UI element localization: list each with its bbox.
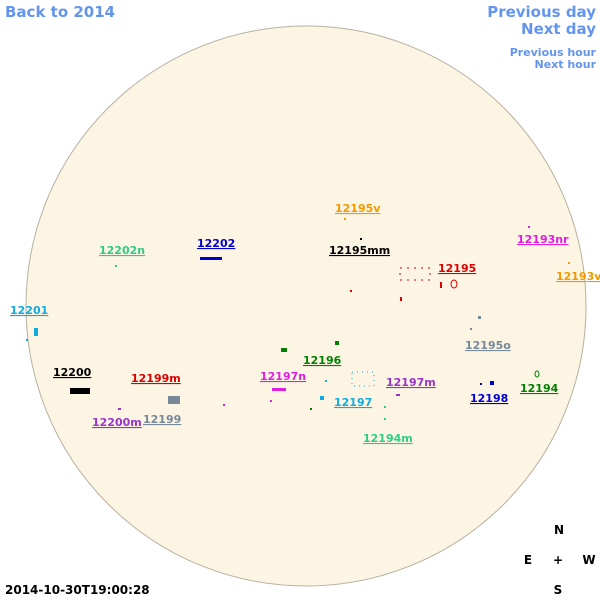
region-label[interactable]: 12195o <box>465 339 511 352</box>
region-label[interactable]: 12202 <box>197 237 235 250</box>
region-label[interactable]: 12197 <box>334 396 372 409</box>
region-label[interactable]: 12194m <box>363 432 413 445</box>
solar-disk <box>25 25 587 587</box>
compass-n: N <box>554 523 564 537</box>
sunspots <box>26 218 570 420</box>
compass-w: W <box>582 553 595 567</box>
region-label[interactable]: 12199 <box>143 413 181 426</box>
region-label[interactable]: 12200 <box>53 366 92 379</box>
previous-hour-link[interactable]: Previous hour <box>510 46 597 59</box>
region-label[interactable]: 12202n <box>99 244 145 257</box>
region-label[interactable]: 12193v <box>556 270 600 283</box>
region-label[interactable]: 12200m <box>92 416 142 429</box>
region-label[interactable]: 12199m <box>131 372 181 385</box>
timestamp: 2014-10-30T19:00:28 <box>5 583 150 597</box>
region-label[interactable]: 12195v <box>335 202 381 215</box>
next-hour-link[interactable]: Next hour <box>535 58 597 71</box>
region-label[interactable]: 12195 <box>438 262 476 275</box>
compass-s: S <box>554 583 563 597</box>
region-label[interactable]: 12197m <box>386 376 436 389</box>
region-label[interactable]: 12196 <box>303 354 342 367</box>
next-day-link[interactable]: Next day <box>521 20 596 38</box>
region-label[interactable]: 12198 <box>470 392 508 405</box>
previous-day-link[interactable]: Previous day <box>487 3 596 21</box>
region-label[interactable]: 12197n <box>260 370 306 383</box>
region-label[interactable]: 12201 <box>10 304 48 317</box>
region-label[interactable]: 12195mm <box>329 244 390 257</box>
region-label[interactable]: 12193nr <box>517 233 569 246</box>
region-label[interactable]: 12194 <box>520 382 559 395</box>
compass-center: + <box>553 553 563 567</box>
compass-e: E <box>524 553 532 567</box>
back-link[interactable]: Back to 2014 <box>5 3 115 21</box>
